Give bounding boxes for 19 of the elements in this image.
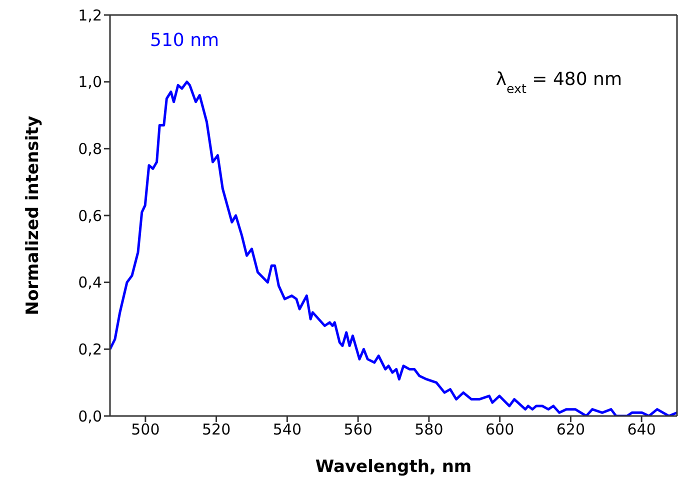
x-tick-label: 640: [627, 420, 656, 439]
y-tick-label: 0,4: [78, 274, 102, 292]
y-axis-title: Normalized intensity: [23, 116, 44, 316]
x-axis-title: Wavelength, nm: [315, 457, 472, 477]
y-tick-label: 1,2: [78, 6, 102, 24]
annotation: 510 nm: [150, 30, 220, 51]
x-tick-label: 600: [485, 420, 514, 439]
x-tick-label: 500: [131, 420, 160, 439]
y-tick-label: 0,2: [78, 340, 102, 358]
y-tick-label: 0,6: [78, 206, 102, 225]
y-tick-label: 0,0: [78, 407, 102, 426]
y-tick-label: 1,0: [78, 73, 102, 92]
x-tick-label: 540: [272, 420, 302, 439]
annotation: λ$_{ext}$ = 480 nm: [496, 69, 622, 96]
x-tick-label: 580: [414, 420, 444, 439]
x-tick-label: 520: [202, 420, 231, 439]
y-tick-label: 0,8: [78, 140, 102, 158]
x-tick-label: 560: [344, 420, 372, 439]
x-tick-label: 620: [556, 420, 586, 439]
